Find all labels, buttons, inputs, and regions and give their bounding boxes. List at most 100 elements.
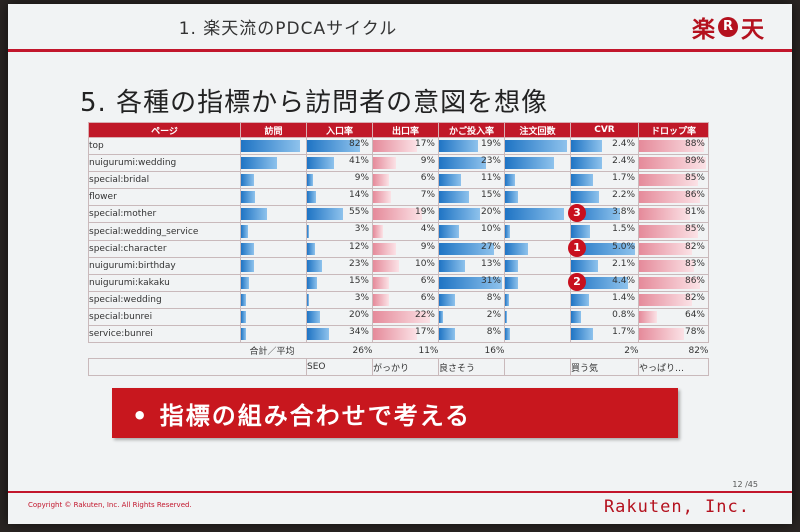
cell-page-name: service:bunrei (88, 325, 241, 344)
total-exit: 11% (418, 345, 439, 356)
cell-cart-rate: 2% (438, 307, 505, 327)
cell-cvr: 0.8% (570, 307, 639, 327)
cell-cart-rate: 8% (438, 325, 505, 344)
cell-cart-rate: 10% (438, 222, 505, 241)
cell-entry-rate: 82% (306, 136, 373, 156)
cell-cart-rate-value: 19% (480, 139, 501, 149)
cell-cart-rate-value: 27% (480, 241, 501, 252)
slide-header: 1. 楽天流のPDCAサイクル 楽 R 天 (8, 4, 792, 50)
cell-drop-rate: 85% (638, 222, 709, 241)
cell-entry-rate: 3% (306, 222, 373, 241)
cell-exit-rate-value: 6% (420, 275, 435, 286)
cell-drop-rate: 86% (638, 188, 709, 207)
cell-page-name: flower (88, 188, 241, 207)
cell-entry-rate-value: 15% (348, 275, 369, 286)
cell-drop-rate-bar (639, 242, 693, 255)
cell-cart-rate-value: 23% (480, 156, 501, 167)
cell-drop-rate-bar (639, 310, 657, 324)
cell-exit-rate-bar (373, 328, 418, 341)
note-entry: SEO (306, 358, 373, 377)
cell-orders-bar (505, 157, 554, 170)
col-header-visits: 訪問 (240, 122, 307, 138)
cell-cart-rate-value: 8% (486, 327, 501, 338)
table-row: special:wedding 3% 6% 8% 1.4% 82% (88, 290, 709, 309)
cell-cart-rate-bar (439, 157, 486, 170)
cell-orders-bar (505, 140, 567, 153)
cell-page-name: special:mother (88, 205, 241, 224)
cell-cart-rate-bar (439, 191, 470, 204)
cell-visits (240, 239, 307, 258)
cell-exit-rate-bar (373, 276, 389, 289)
cell-cart-rate-bar (439, 174, 462, 187)
cell-drop-rate-value: 86% (684, 190, 705, 201)
cell-entry-rate-bar (307, 259, 322, 272)
footer-divider (8, 491, 792, 493)
cell-cvr-value: 2.4% (612, 156, 635, 167)
cell-orders-bar (505, 191, 518, 204)
cell-exit-rate-bar (373, 140, 418, 153)
cell-drop-rate-value: 83% (684, 258, 705, 269)
metrics-table: ページ 訪問 入口率 出口率 かご投入率 注文回数 CVR ドロップ率 top 8… (88, 122, 709, 377)
banner-text: • 指標の組み合わせで考える (132, 401, 471, 430)
cell-cvr-bar (571, 310, 582, 324)
cell-cvr: 5.0% 1 (568, 238, 639, 258)
cell-page-name: special:bunrei (88, 307, 241, 327)
cell-entry-rate: 41% (306, 154, 373, 173)
cell-exit-rate-bar (373, 191, 392, 204)
cell-exit-rate-value: 9% (420, 241, 435, 252)
cell-cvr-bar (571, 328, 593, 341)
cell-cart-rate-value: 31% (480, 275, 501, 286)
table-notes-row: SEO がっかり 良さそう 買う気 やっぱり… (88, 358, 709, 377)
cell-visits (240, 325, 307, 344)
cell-orders (504, 325, 571, 344)
note-cart: 良さそう (438, 358, 505, 377)
cell-drop-rate: 82% (638, 239, 709, 258)
cell-cart-rate: 13% (438, 256, 505, 275)
cell-exit-rate-bar (373, 225, 384, 238)
cell-visits (240, 205, 307, 224)
cell-drop-rate-value: 85% (684, 173, 705, 184)
cell-visits-bar (241, 242, 254, 255)
cell-page-name: nuigurumi:wedding (88, 154, 241, 173)
company-name: Rakuten, Inc. (603, 497, 750, 517)
cell-entry-rate-value: 3% (354, 224, 369, 235)
cell-cart-rate-bar (439, 208, 480, 221)
cell-orders-bar (505, 208, 564, 221)
cell-exit-rate: 6% (372, 171, 439, 190)
cell-drop-rate: 81% (638, 205, 709, 224)
cell-entry-rate-bar (307, 276, 317, 289)
cell-entry-rate-value: 3% (354, 292, 369, 303)
cell-cvr-bar (571, 140, 602, 153)
logo-char-left: 楽 (692, 16, 715, 43)
col-header-orders: 注文回数 (504, 122, 571, 138)
cell-cvr: 1.7% (570, 171, 639, 190)
cell-drop-rate-bar (639, 140, 705, 153)
cell-cvr-bar (571, 157, 602, 170)
cell-page-name: nuigurumi:kakaku (88, 273, 241, 292)
cell-exit-rate-value: 6% (420, 173, 435, 184)
cell-visits-bar (241, 174, 254, 187)
cell-orders-bar (505, 328, 511, 341)
cell-orders (504, 188, 571, 207)
cell-entry-rate-value: 41% (348, 156, 369, 167)
cell-entry-rate-bar (307, 157, 334, 170)
cell-exit-rate-bar (373, 174, 389, 187)
cell-drop-rate: 78% (638, 325, 709, 344)
cell-cvr: 4.4% 2 (568, 272, 639, 292)
cell-exit-rate: 9% (372, 239, 439, 258)
cell-cart-rate-value: 10% (480, 224, 501, 235)
cell-orders-bar (505, 259, 518, 272)
cell-exit-rate-value: 10% (414, 258, 435, 269)
cell-exit-rate: 17% (372, 136, 439, 156)
cell-exit-rate: 4% (372, 222, 439, 241)
cell-cvr-value: 0.8% (612, 309, 635, 320)
cell-drop-rate-value: 85% (684, 224, 705, 235)
cell-cart-rate-bar (439, 259, 466, 272)
cell-exit-rate: 9% (372, 154, 439, 173)
header-divider (8, 49, 792, 52)
copyright-text: Copyright © Rakuten, Inc. All Rights Res… (28, 501, 192, 509)
cell-page-name: nuigurumi:birthday (88, 256, 241, 275)
cell-exit-rate: 6% (372, 290, 439, 309)
cell-exit-rate: 17% (372, 325, 439, 344)
total-orders (505, 343, 571, 359)
